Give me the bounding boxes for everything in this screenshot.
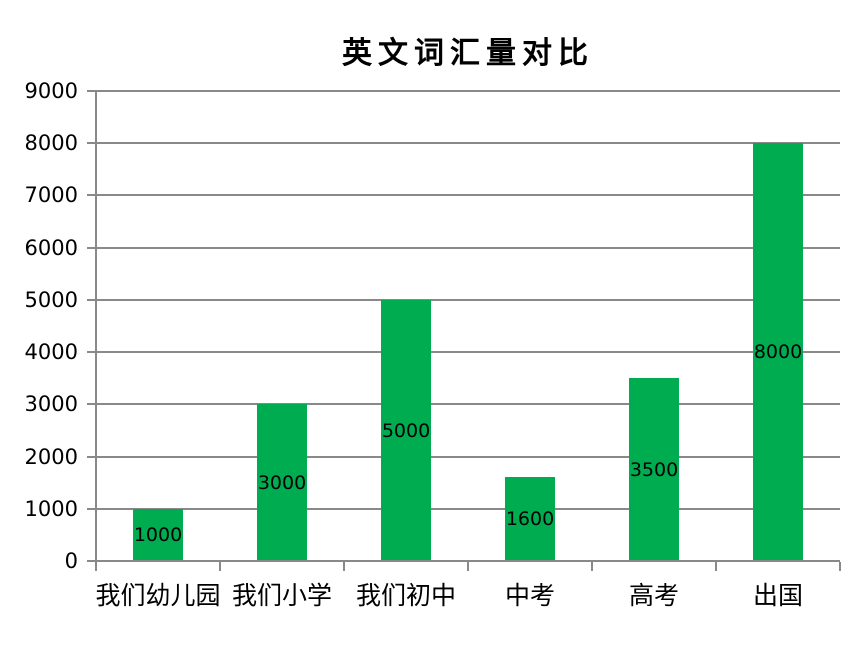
x-axis-tick: [715, 562, 717, 571]
x-axis-tick: [467, 562, 469, 571]
y-gridline: [96, 403, 840, 406]
y-gridline: [96, 298, 840, 301]
y-tick-label: 1000: [24, 496, 78, 521]
y-axis-tick: [87, 507, 96, 510]
x-axis-tick: [591, 562, 593, 571]
y-tick-label: 3000: [24, 392, 78, 417]
y-axis-tick: [87, 298, 96, 301]
x-category-label: 我们小学: [231, 581, 332, 610]
bar: [133, 509, 183, 561]
y-gridline: [96, 142, 840, 145]
y-axis-tick: [87, 403, 96, 406]
y-tick-label: 4000: [24, 340, 78, 365]
y-axis-line: [95, 91, 97, 561]
y-gridline: [96, 507, 840, 510]
y-gridline: [96, 455, 840, 458]
chart-title: 英文词汇量对比: [342, 36, 594, 71]
y-tick-label: 0: [64, 549, 78, 573]
y-tick-label: 8000: [24, 131, 78, 156]
bar: [257, 404, 307, 561]
bar: [381, 300, 431, 561]
y-axis-tick: [87, 142, 96, 145]
bar: [505, 477, 555, 561]
x-axis-tick: [839, 562, 841, 571]
x-axis-line: [87, 560, 840, 562]
x-axis-tick: [219, 562, 221, 571]
x-category-label: 高考: [628, 581, 679, 610]
bar-value-label: 8000: [753, 341, 803, 363]
y-gridline: [96, 194, 840, 197]
x-axis-tick: [343, 562, 345, 571]
bar-value-label: 3000: [257, 472, 307, 494]
y-axis-tick: [87, 455, 96, 458]
y-axis-tick: [87, 90, 96, 92]
y-gridline: [96, 351, 840, 354]
y-gridline: [96, 246, 840, 249]
bar-value-label: 1000: [133, 524, 183, 546]
y-axis-tick: [87, 194, 96, 197]
y-axis-tick: [87, 246, 96, 249]
x-category-label: 出国: [752, 581, 803, 610]
y-tick-label: 9000: [24, 79, 78, 103]
y-tick-label: 7000: [24, 183, 78, 208]
y-tick-label: 5000: [24, 287, 78, 312]
bar-value-label: 1600: [505, 508, 555, 530]
x-category-label: 我们初中: [355, 581, 456, 610]
bar-value-label: 3500: [629, 459, 679, 481]
y-gridline: [96, 90, 840, 92]
bar: [753, 143, 803, 561]
bar: [629, 378, 679, 561]
x-axis-tick: [95, 562, 97, 571]
y-axis-tick: [87, 351, 96, 354]
bar-value-label: 5000: [381, 420, 431, 442]
y-tick-label: 6000: [24, 235, 78, 260]
x-category-label: 我们幼儿园: [95, 581, 221, 610]
x-category-label: 中考: [504, 581, 555, 610]
y-tick-label: 2000: [24, 444, 78, 469]
